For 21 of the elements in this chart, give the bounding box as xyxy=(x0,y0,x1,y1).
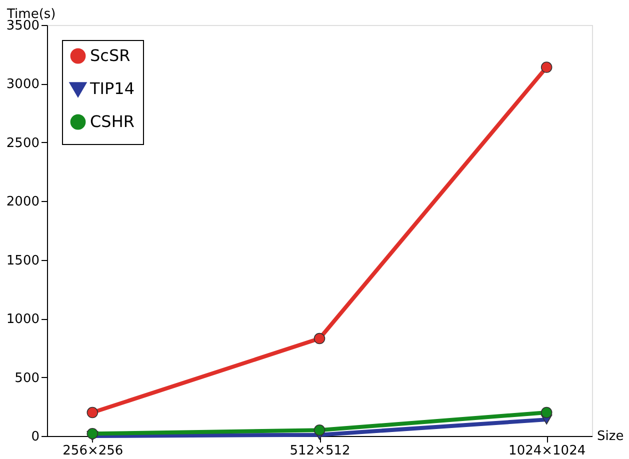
x-tick-label: 1024×1024 xyxy=(508,444,586,458)
y-tick-label: 2000 xyxy=(6,194,40,210)
x-tick-label: 256×256 xyxy=(62,444,124,458)
y-tick-label: 1000 xyxy=(6,312,40,328)
y-tick-label: 3000 xyxy=(6,77,40,92)
legend-label: TIP14 xyxy=(89,79,134,98)
point xyxy=(540,62,552,73)
point xyxy=(86,428,98,440)
legend-label: CSHR xyxy=(90,112,134,131)
point xyxy=(540,406,552,418)
y-tick-label: 0 xyxy=(31,430,40,444)
y-tick-label: 3500 xyxy=(6,18,40,34)
y-tick-label: 500 xyxy=(14,370,40,386)
legend-label: ScSR xyxy=(90,46,130,65)
y-tick-label: 2500 xyxy=(6,136,40,151)
x-axis-title: Size xyxy=(597,429,624,444)
point xyxy=(314,424,326,436)
point xyxy=(86,406,98,418)
y-tick-label: 1500 xyxy=(6,253,40,268)
point xyxy=(314,332,326,344)
x-tick-label: 512×512 xyxy=(290,444,350,458)
